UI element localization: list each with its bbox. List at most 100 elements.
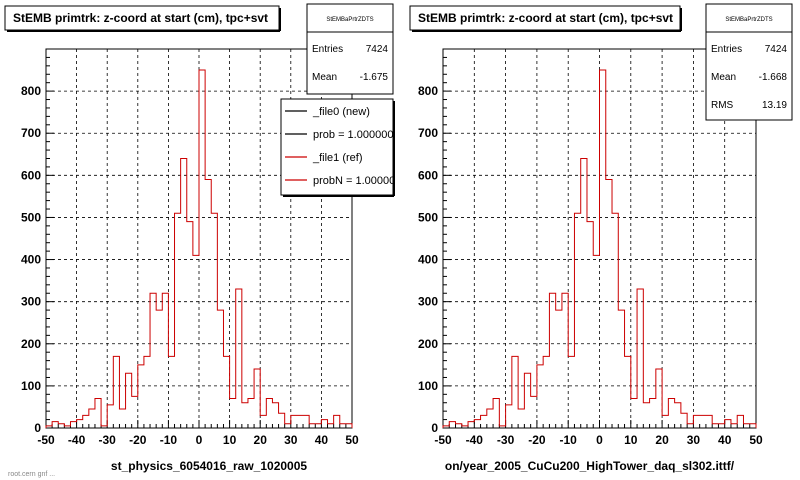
histogram-bin xyxy=(309,424,315,428)
histogram-bin xyxy=(556,310,562,428)
x-tick-label: -30 xyxy=(99,433,117,447)
histogram-bin xyxy=(236,289,242,428)
histogram-bin xyxy=(297,415,303,428)
x-tick-label: -50 xyxy=(37,433,55,447)
x-tick-label: -50 xyxy=(434,433,452,447)
histogram-bin xyxy=(650,399,656,428)
x-axis-label: on/year_2005_CuCu200_HighTower_daq_sl302… xyxy=(445,459,735,473)
histogram-bin xyxy=(518,409,524,428)
histogram-bin xyxy=(625,356,631,428)
histogram-bin xyxy=(606,180,612,428)
footer-text: root.cern gnf ... xyxy=(8,471,55,478)
histogram-bin xyxy=(456,424,462,428)
histogram-bin xyxy=(156,310,162,428)
histogram-bin xyxy=(637,289,643,428)
histogram-bin xyxy=(83,415,89,428)
histogram-bin xyxy=(675,403,681,428)
histogram-bin xyxy=(101,426,107,428)
x-tick-label: 50 xyxy=(345,433,359,447)
chart-title: StEMB primtrk: z-coord at start (cm), tp… xyxy=(418,11,673,25)
histogram-bin xyxy=(175,213,181,428)
y-tick-label: 500 xyxy=(21,210,41,224)
histogram-bin xyxy=(743,424,749,428)
histogram-bin xyxy=(487,409,493,428)
histogram-bin xyxy=(543,356,549,428)
histogram-bin xyxy=(643,403,649,428)
x-tick-label: 10 xyxy=(624,433,638,447)
histogram-bin xyxy=(321,420,327,428)
histogram-bin xyxy=(587,222,593,428)
histogram-bin xyxy=(223,356,229,428)
histogram-bin xyxy=(272,403,278,428)
histogram-bin xyxy=(725,420,731,428)
y-tick-label: 600 xyxy=(418,168,438,182)
histogram-bin xyxy=(126,373,132,428)
histogram-bin xyxy=(64,426,70,428)
y-tick-label: 800 xyxy=(21,84,41,98)
x-tick-label: 40 xyxy=(315,433,329,447)
histogram-bin xyxy=(242,403,248,428)
x-tick-label: 20 xyxy=(655,433,669,447)
y-tick-label: 300 xyxy=(21,295,41,309)
histogram-bin xyxy=(285,424,291,428)
y-tick-label: 400 xyxy=(21,253,41,267)
histogram-bin xyxy=(568,356,574,428)
legend-box xyxy=(280,98,394,196)
histogram-bin xyxy=(95,399,101,428)
histogram-panel-2: -50 -40 -30 -20 -10 0 10 20 30 40 5001002003004005… xyxy=(409,3,793,473)
y-tick-label: 0 xyxy=(34,421,41,435)
y-tick-label: 200 xyxy=(418,337,438,351)
legend-label: prob = 1.000000 xyxy=(313,129,393,141)
histogram-bin xyxy=(481,415,487,428)
histogram-bin xyxy=(291,415,297,428)
x-tick-label: -40 xyxy=(466,433,484,447)
y-tick-label: 700 xyxy=(21,126,41,140)
histogram-bin xyxy=(260,415,266,428)
chart-title: StEMB primtrk: z-coord at start (cm), tp… xyxy=(13,11,268,25)
stats-box xyxy=(705,3,793,121)
histogram-bin xyxy=(593,255,599,428)
stats-name: StEMBaPrtrZDTS xyxy=(725,17,772,23)
stats-label: RMS xyxy=(711,100,734,111)
x-tick-label: 40 xyxy=(718,433,732,447)
stats-box xyxy=(306,3,394,95)
histogram-bin xyxy=(750,424,756,428)
x-tick-label: -10 xyxy=(160,433,178,447)
legend-label: _file1 (ref) xyxy=(312,152,363,164)
x-tick-label: 10 xyxy=(223,433,237,447)
histogram-bin xyxy=(52,422,58,428)
histogram-bin xyxy=(712,424,718,428)
y-tick-label: 100 xyxy=(418,379,438,393)
title-box xyxy=(4,5,280,31)
x-tick-label: -30 xyxy=(497,433,515,447)
y-tick-label: 700 xyxy=(418,126,438,140)
histogram-bin xyxy=(340,424,346,428)
histogram-bin xyxy=(512,356,518,428)
histogram-bin xyxy=(346,424,352,428)
histogram-series-1 xyxy=(45,69,353,428)
x-tick-label: 20 xyxy=(254,433,268,447)
histogram-bin xyxy=(162,293,168,428)
histogram-bin xyxy=(150,293,156,428)
histogram-bin xyxy=(506,405,512,428)
histogram-bin xyxy=(199,70,205,428)
histogram-bin xyxy=(581,158,587,428)
histogram-bin xyxy=(462,426,468,428)
histogram-bin xyxy=(524,373,530,428)
histogram-bin xyxy=(493,399,499,428)
histogram-bin xyxy=(119,409,125,428)
histogram-bin xyxy=(681,413,687,428)
x-tick-label: -40 xyxy=(68,433,86,447)
histogram-bin xyxy=(662,415,668,428)
histogram-bin xyxy=(279,413,285,428)
legend-label: probN = 1.000000 xyxy=(313,175,401,187)
y-tick-label: 200 xyxy=(21,337,41,351)
histogram-bin xyxy=(468,422,474,428)
legend-label: _file0 (new) xyxy=(312,106,370,118)
legend: _file0 (new) prob = 1.000000 _file1 (ref) p… xyxy=(285,106,401,187)
histogram-bin xyxy=(499,426,505,428)
stats-label: Entries xyxy=(711,44,742,55)
histogram-bin xyxy=(737,415,743,428)
stats-name: StEMBaPrtrZDTS xyxy=(326,17,373,23)
